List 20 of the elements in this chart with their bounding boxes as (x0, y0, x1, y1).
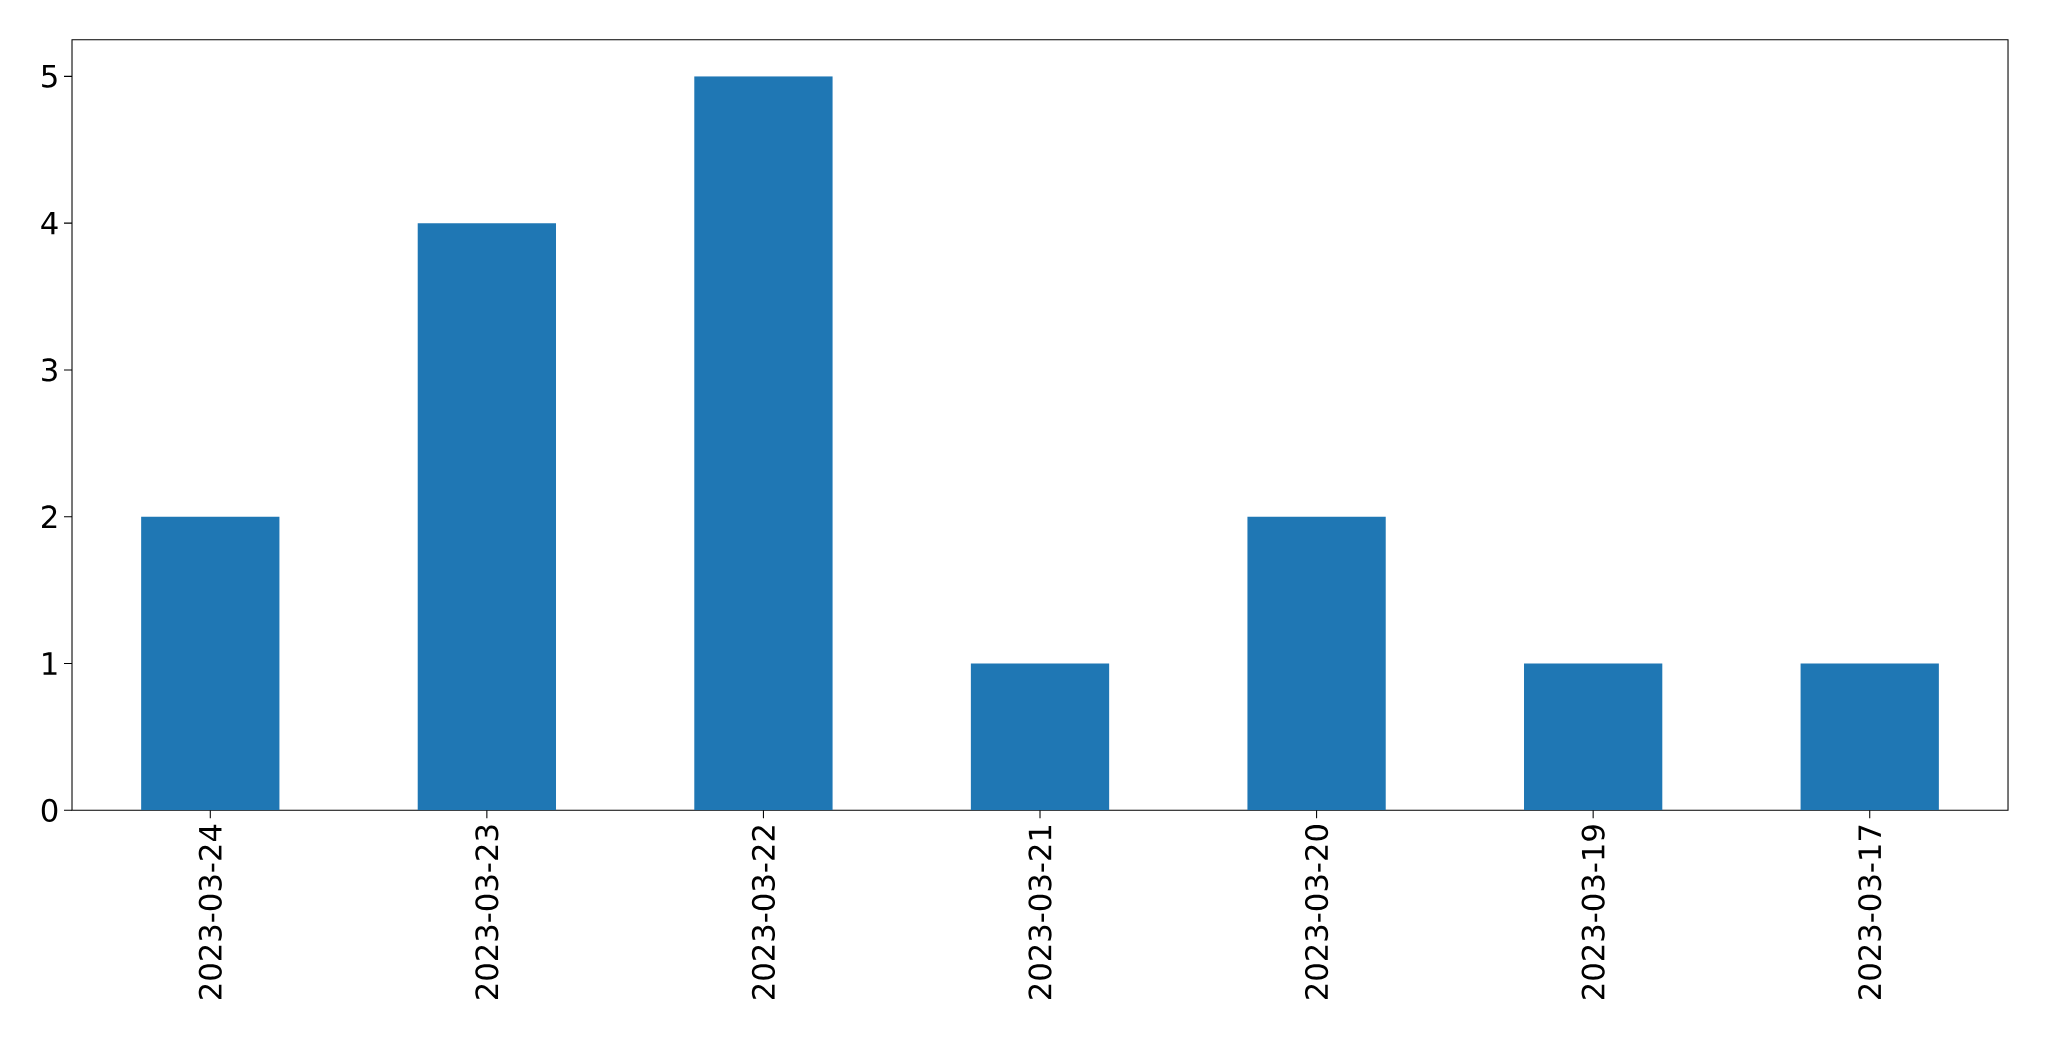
y-tick-label: 3 (42, 358, 57, 382)
y-tick-label: 2 (42, 505, 57, 529)
x-tick-label: 2023-03-19 (1581, 825, 1605, 1000)
y-tick-label: 0 (41, 798, 58, 822)
x-tick-label: 2023-03-21 (1028, 825, 1052, 1000)
bar (970, 663, 1110, 811)
bar (417, 223, 557, 811)
bar (1524, 663, 1663, 811)
bar (141, 516, 280, 811)
y-tick-label: 5 (42, 64, 57, 88)
x-tick-label: 2023-03-23 (475, 825, 499, 1000)
y-tick-label: 1 (43, 652, 57, 675)
bar (694, 76, 833, 811)
bar (1247, 516, 1386, 811)
x-tick-label: 2023-03-20 (1304, 825, 1329, 1000)
x-tick-label: 2023-03-22 (751, 826, 776, 1000)
x-tick-label: 2023-03-17 (1858, 825, 1882, 1000)
x-tick-label: 2023-03-24 (198, 824, 222, 1000)
bar (1800, 663, 1939, 811)
y-tick-label: 4 (41, 211, 58, 235)
